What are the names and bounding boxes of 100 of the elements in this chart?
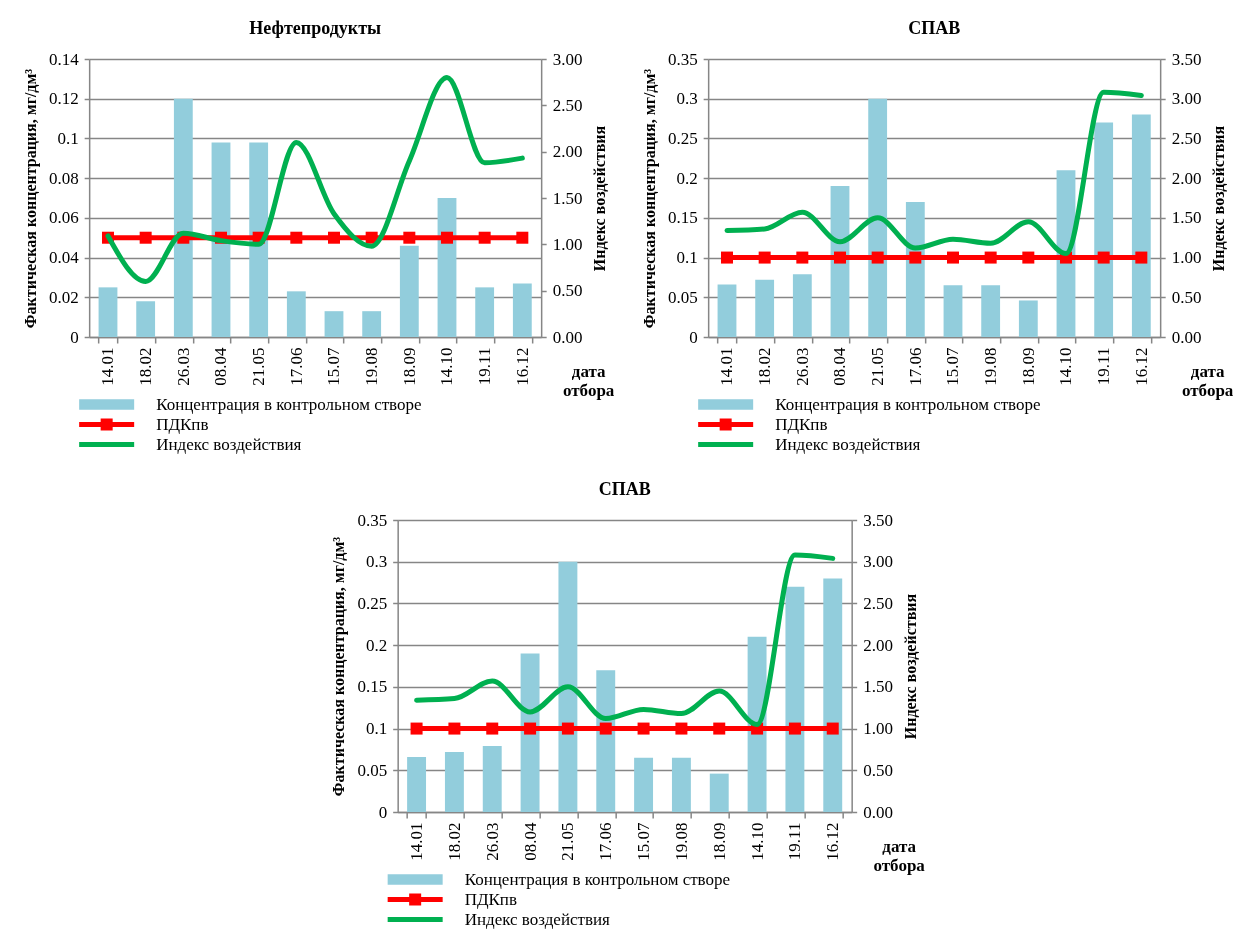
x-tick-label: 16.12 xyxy=(823,822,843,861)
legend-label: Концентрация в контрольном створе xyxy=(156,394,422,414)
y-tick-label: 0.3 xyxy=(365,552,388,572)
y-tick-label: 0.3 xyxy=(676,89,698,109)
bar xyxy=(1018,300,1038,337)
x-tick-label: 26.03 xyxy=(482,822,502,861)
bar xyxy=(596,670,616,812)
chart-title: СПАВ xyxy=(598,479,651,499)
y-tick-label: 0.06 xyxy=(48,208,79,228)
legend-label: Индекс воздействия xyxy=(464,909,611,929)
y-tick-label: 0.02 xyxy=(48,287,79,307)
x-tick-label: 17.06 xyxy=(596,822,616,861)
y2-tick-label: 2.00 xyxy=(863,635,893,655)
y-tick-label: 0.25 xyxy=(357,593,388,613)
x-tick-label: 19.11 xyxy=(475,347,495,386)
bar xyxy=(755,279,775,337)
y-tick-label: 0.05 xyxy=(667,287,698,307)
y2-tick-label: 0.00 xyxy=(863,802,893,822)
bar xyxy=(634,757,654,812)
x-tick-label: 14.01 xyxy=(717,347,737,386)
y2-tick-label: 1.00 xyxy=(1171,248,1202,268)
x-axis-title: дата отбора xyxy=(1181,361,1234,400)
x-tick-label: 16.12 xyxy=(512,347,532,386)
x-tick-label: 18.02 xyxy=(136,347,156,386)
y2-tick-label: 1.00 xyxy=(863,719,893,739)
legend-label: Концентрация в контрольном створе xyxy=(464,869,731,889)
legend-label: ПДКпв xyxy=(156,414,209,434)
y2-tick-label: 1.50 xyxy=(863,677,893,697)
bar xyxy=(671,757,691,812)
y2-tick-label: 1.50 xyxy=(1171,208,1202,228)
y2-tick-label: 1.50 xyxy=(552,188,583,208)
y-tick-label: 0.1 xyxy=(57,128,79,148)
x-tick-label: 15.07 xyxy=(324,347,344,386)
y2-tick-label: 0.50 xyxy=(1171,287,1202,307)
y2-tick-label: 2.50 xyxy=(1171,128,1202,148)
bar xyxy=(709,773,729,812)
x-tick-label: 18.09 xyxy=(399,347,419,386)
y2-tick-label: 3.50 xyxy=(1171,49,1202,69)
x-tick-label: 19.08 xyxy=(671,822,691,861)
bar xyxy=(520,653,540,812)
x-tick-label: 21.05 xyxy=(249,347,269,386)
y-tick-label: 0.2 xyxy=(676,168,698,188)
bar xyxy=(717,284,737,337)
x-tick-label: 15.07 xyxy=(943,347,963,386)
y-tick-label: 0 xyxy=(378,802,388,822)
bar xyxy=(173,98,193,337)
legend-label: Индекс воздействия xyxy=(775,434,921,454)
legend-label: ПДКпв xyxy=(775,414,828,434)
x-tick-label: 08.04 xyxy=(520,822,540,861)
y-tick-label: 0.14 xyxy=(48,49,80,69)
chart-title: СПАВ xyxy=(908,18,961,38)
legend-label: ПДКпв xyxy=(464,889,517,909)
bar xyxy=(1131,114,1151,337)
bar xyxy=(1094,122,1114,337)
y-tick-label: 0.2 xyxy=(365,635,388,655)
x-tick-label: 18.02 xyxy=(755,347,775,386)
bar xyxy=(558,561,578,812)
bar xyxy=(475,287,495,337)
bar xyxy=(362,311,382,337)
y-tick-label: 0.1 xyxy=(676,248,698,268)
x-tick-label: 17.06 xyxy=(905,347,925,386)
bar xyxy=(905,201,925,337)
x-tick-label: 18.02 xyxy=(444,822,464,861)
y2-tick-label: 2.50 xyxy=(863,593,893,613)
x-tick-label: 21.05 xyxy=(868,347,888,386)
bar xyxy=(785,586,805,812)
y2-tick-label: 1.00 xyxy=(552,234,583,254)
bar xyxy=(437,198,457,337)
bar xyxy=(399,245,419,337)
y-tick-label: 0.35 xyxy=(357,510,388,530)
y2-axis-title: Индекс воздействия xyxy=(1210,125,1228,272)
y-axis-title: Фактическая концентрация, мг/дм³ xyxy=(640,68,659,329)
y-tick-label: 0.04 xyxy=(48,248,80,268)
x-tick-label: 26.03 xyxy=(173,347,193,386)
x-tick-label: 08.04 xyxy=(211,347,231,386)
y-tick-label: 0.05 xyxy=(357,760,388,780)
bar xyxy=(249,142,269,337)
y-tick-label: 0.12 xyxy=(48,89,79,109)
bar xyxy=(981,285,1001,337)
bar xyxy=(444,751,464,812)
y2-tick-label: 3.00 xyxy=(552,49,583,69)
chart-title: Нефтепродукты xyxy=(249,18,382,38)
bar xyxy=(482,746,502,812)
bar xyxy=(792,274,812,337)
x-tick-label: 19.08 xyxy=(362,347,382,386)
x-tick-label: 14.10 xyxy=(437,347,457,386)
x-tick-label: 14.10 xyxy=(1056,347,1076,386)
y2-tick-label: 0.00 xyxy=(1171,327,1202,347)
y2-tick-label: 3.50 xyxy=(863,510,893,530)
legend-label: Индекс воздействия xyxy=(156,434,302,454)
x-axis-title: дата отбора xyxy=(562,361,615,400)
x-tick-label: 14.01 xyxy=(407,822,427,861)
y-tick-label: 0 xyxy=(689,327,698,347)
y-tick-label: 0.35 xyxy=(667,49,698,69)
bar xyxy=(98,287,118,337)
x-tick-label: 14.01 xyxy=(98,347,118,386)
bar xyxy=(868,98,888,337)
y2-tick-label: 3.00 xyxy=(863,552,893,572)
x-tick-label: 19.08 xyxy=(981,347,1001,386)
bar xyxy=(324,311,344,337)
